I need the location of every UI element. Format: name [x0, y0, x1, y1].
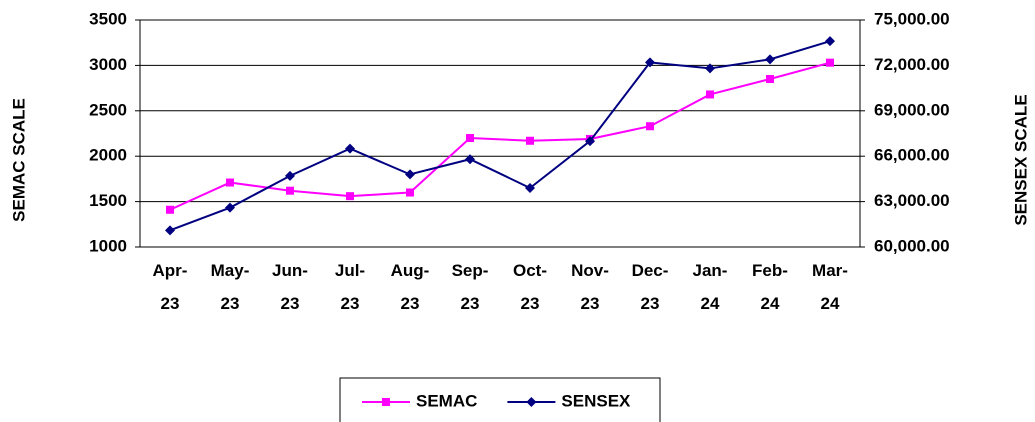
data-point — [765, 54, 775, 65]
legend-box — [339, 377, 661, 422]
legend-label: SEMAC — [416, 391, 477, 410]
data-point — [465, 154, 475, 165]
x-tick-label: Apr- 23 — [152, 261, 188, 313]
data-point — [766, 75, 774, 84]
x-tick-label: Feb- 24 — [752, 261, 788, 313]
y-tick-label: 3000 — [89, 55, 127, 74]
data-point — [346, 192, 354, 201]
x-tick-label: Dec- 23 — [631, 261, 669, 313]
x-tick-label: May- 23 — [210, 261, 250, 313]
data-point — [166, 205, 174, 214]
y2-axis-title: SENSEX SCALE — [1011, 94, 1030, 225]
y2-tick-label: 66,000.00 — [874, 146, 950, 165]
y-tick-label: 3500 — [89, 9, 127, 28]
x-tick-label: Jul- 23 — [334, 261, 366, 313]
data-point — [286, 186, 294, 195]
y2-tick-label: 63,000.00 — [874, 191, 950, 210]
data-point — [165, 225, 175, 236]
x-tick-label: Oct- 23 — [513, 261, 547, 313]
x-tick-label: Jun- 23 — [272, 261, 308, 313]
y-tick-label: 2500 — [89, 100, 127, 119]
data-point — [585, 136, 595, 147]
y-axis-title: SEMAC SCALE — [9, 98, 28, 222]
data-point — [345, 143, 355, 154]
y2-tick-label: 60,000.00 — [874, 236, 950, 255]
series-line — [169, 61, 831, 211]
data-point — [646, 122, 654, 131]
data-point — [645, 57, 655, 68]
data-point — [525, 182, 535, 193]
y-tick-label: 2000 — [89, 146, 127, 165]
y2-tick-label: 75,000.00 — [874, 9, 950, 28]
data-point — [705, 63, 715, 74]
x-tick-label: Mar- 24 — [812, 261, 848, 313]
x-tick-label: Jan- 24 — [692, 261, 728, 313]
data-point — [466, 134, 474, 143]
legend-label: SENSEX — [561, 391, 631, 410]
y2-tick-label: 69,000.00 — [874, 100, 950, 119]
data-point — [826, 58, 834, 67]
x-tick-label: Aug- 23 — [390, 261, 430, 313]
y2-tick-label: 72,000.00 — [874, 55, 950, 74]
x-tick-label: Sep- 23 — [451, 261, 489, 313]
data-point — [405, 169, 415, 180]
data-point — [285, 170, 295, 181]
data-point — [226, 178, 234, 187]
legend-marker — [382, 398, 390, 406]
data-point — [526, 136, 534, 145]
data-point — [706, 90, 714, 99]
data-point — [406, 188, 414, 197]
x-tick-label: Nov- 23 — [571, 261, 609, 313]
y-tick-label: 1000 — [89, 236, 127, 255]
data-point — [825, 36, 835, 47]
legend-marker — [526, 397, 537, 407]
series-line — [169, 40, 831, 232]
data-point — [225, 202, 235, 213]
y-tick-label: 1500 — [89, 191, 127, 210]
